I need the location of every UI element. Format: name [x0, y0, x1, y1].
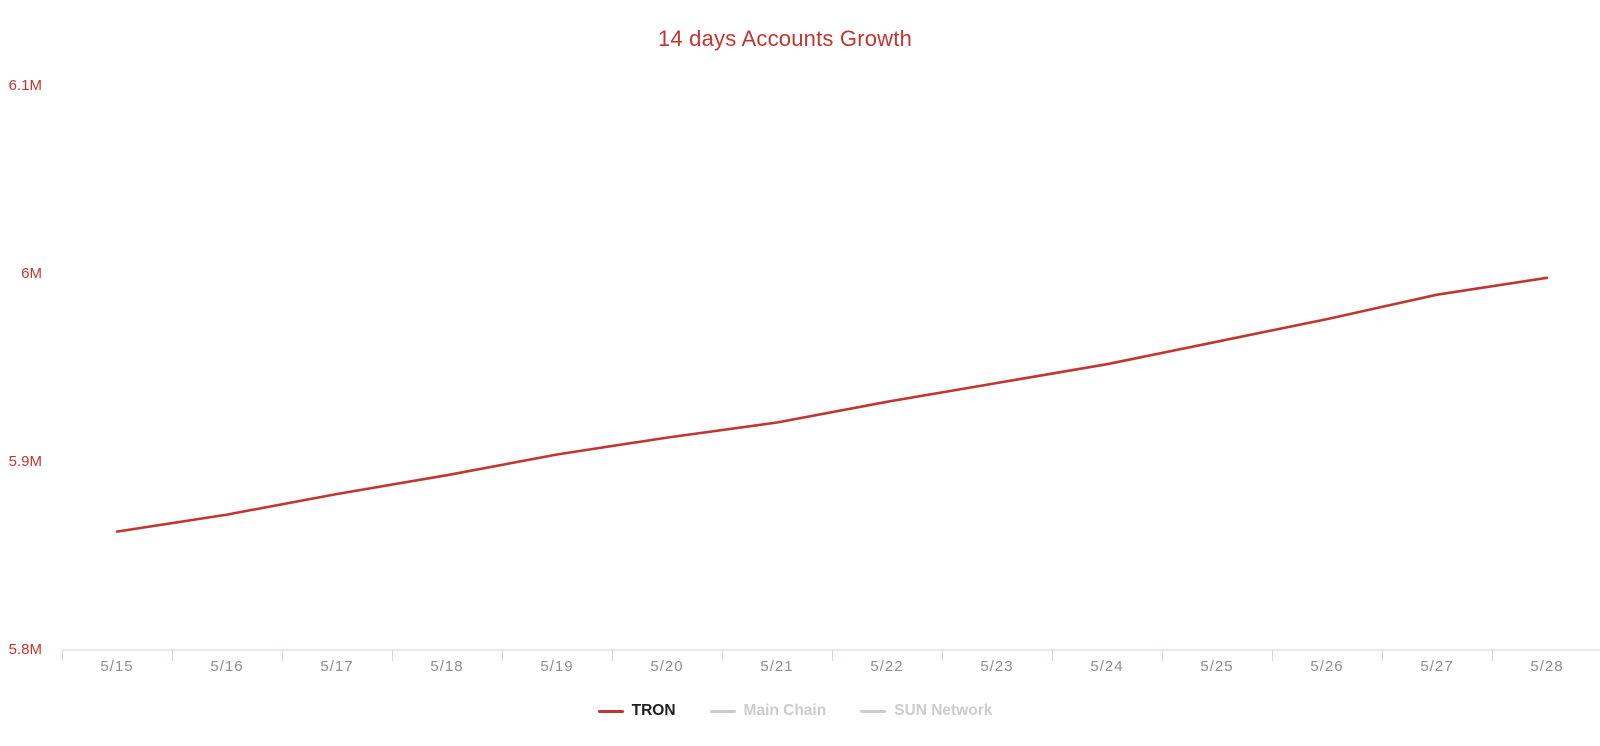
y-axis-label: 6M — [21, 265, 42, 282]
x-axis-label: 5/24 — [1090, 658, 1124, 675]
x-axis-label: 5/20 — [650, 658, 684, 675]
y-axis-label: 6.1M — [8, 77, 42, 94]
x-axis-label: 5/23 — [980, 658, 1014, 675]
x-axis-label: 5/15 — [100, 658, 134, 675]
chart-title: 14 days Accounts Growth — [657, 26, 913, 51]
legend-marker-icon — [860, 709, 887, 713]
legend-label: TRON — [631, 702, 676, 719]
legend-item-main-chain[interactable]: Main Chain — [709, 702, 827, 720]
legend-marker-icon — [709, 709, 736, 713]
x-axis-label: 5/18 — [430, 658, 464, 675]
series-line-tron[interactable] — [115, 276, 1549, 533]
legend-marker-icon — [597, 709, 624, 713]
x-axis-label: 5/16 — [210, 658, 244, 675]
x-axis-label: 5/25 — [1200, 658, 1234, 675]
legend-label: Main Chain — [743, 702, 827, 719]
x-axis-label: 5/26 — [1310, 658, 1344, 675]
legend-item-sun-network[interactable]: SUN Network — [860, 702, 992, 720]
x-axis-label: 5/27 — [1420, 658, 1454, 675]
legend-item-tron[interactable]: TRON — [597, 702, 676, 720]
x-axis-label: 5/21 — [760, 658, 794, 675]
legend-label: SUN Network — [894, 702, 993, 719]
x-axis-label: 5/19 — [540, 658, 574, 675]
x-axis-label: 5/17 — [320, 658, 354, 675]
y-axis-label: 5.9M — [8, 453, 42, 470]
legend: TRON Main Chain SUN Network — [0, 702, 1590, 720]
y-axis-label: 5.8M — [8, 641, 42, 658]
x-axis-label: 5/22 — [870, 658, 904, 675]
x-axis-label: 5/28 — [1530, 658, 1564, 675]
